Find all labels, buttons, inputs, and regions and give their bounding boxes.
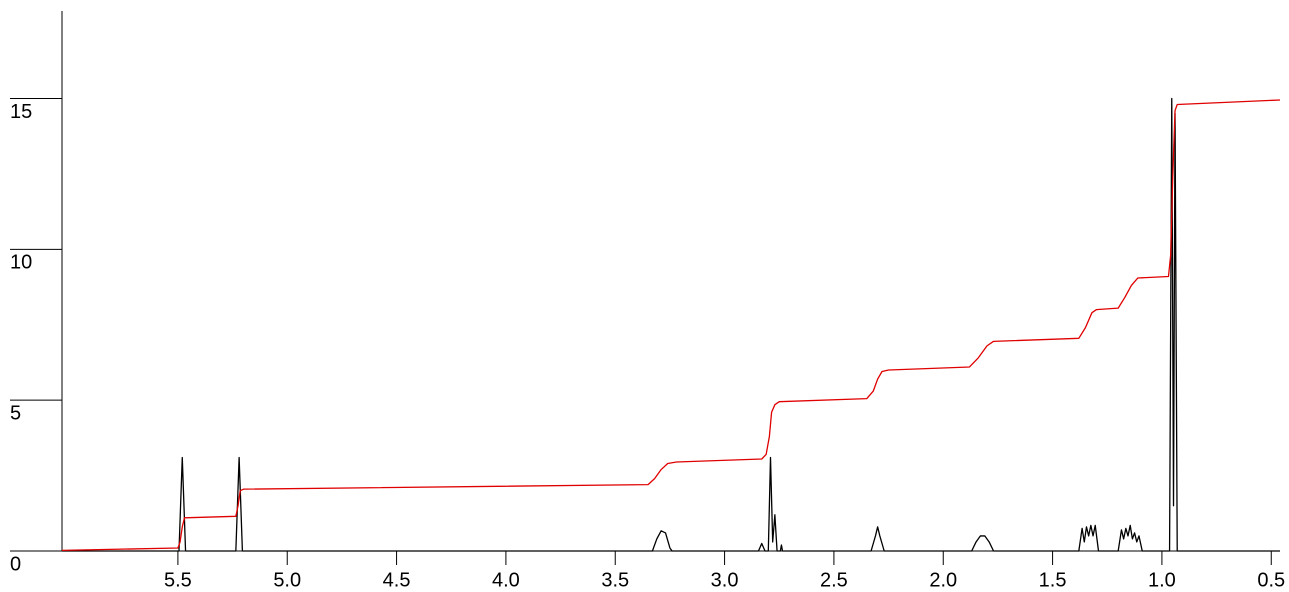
x-tick-label: 5.0 (273, 569, 301, 591)
y-tick-label: 5 (10, 402, 21, 424)
x-tick-label: 4.5 (383, 569, 411, 591)
x-tick-label: 5.5 (164, 569, 192, 591)
series-line (62, 97, 1280, 552)
x-tick-label: 2.5 (820, 569, 848, 591)
x-tick-label: 2.0 (929, 569, 957, 591)
x-tick-label: 1.5 (1039, 569, 1067, 591)
x-tick-label: 4.0 (492, 569, 520, 591)
x-tick-label: 0.5 (1257, 569, 1285, 591)
x-tick-label: 1.0 (1148, 569, 1176, 591)
x-tick-label: 3.5 (601, 569, 629, 591)
x-tick-label: 3.0 (711, 569, 739, 591)
y-tick-label: 10 (10, 252, 32, 274)
y-tick-label: 15 (10, 101, 32, 123)
y-tick-label: 0 (10, 553, 21, 575)
series-line (61, 99, 1281, 552)
